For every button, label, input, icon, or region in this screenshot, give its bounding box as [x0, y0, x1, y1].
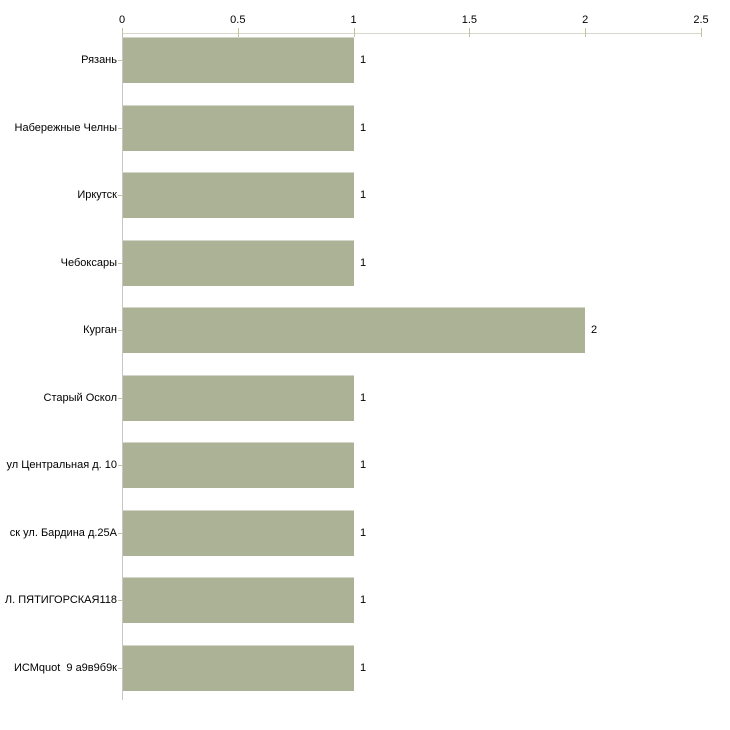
- bar: [123, 375, 354, 421]
- x-axis-tick-mark: [238, 28, 239, 37]
- bar: [123, 37, 354, 83]
- bar: [123, 307, 585, 353]
- y-axis-category-label: Л. ПЯТИГОРСКАЯ118: [4, 594, 117, 606]
- bar-value-label: 1: [360, 527, 367, 539]
- y-axis-tick-mark: [118, 60, 122, 61]
- bar-value-label: 1: [360, 459, 367, 471]
- y-axis-category-label: Набережные Челны: [14, 122, 117, 134]
- x-axis-tick-mark: [585, 28, 586, 37]
- y-axis-line: [122, 33, 123, 700]
- y-axis-tick-mark: [118, 600, 122, 601]
- x-axis-tick-mark: [701, 28, 702, 37]
- y-axis-tick-mark: [118, 128, 122, 129]
- bar: [123, 240, 354, 286]
- y-axis-category-label: Иркутск: [77, 189, 117, 201]
- bar-value-label: 1: [360, 122, 367, 134]
- y-axis-tick-mark: [118, 668, 122, 669]
- y-axis-tick-mark: [118, 195, 122, 196]
- y-axis-category-label: ИСМquot 9 а9в9б9к: [13, 662, 117, 674]
- bar-value-label: 1: [360, 662, 367, 674]
- bar-value-label: 1: [360, 54, 367, 66]
- bar: [123, 577, 354, 623]
- y-axis-tick-mark: [118, 398, 122, 399]
- y-axis-tick-mark: [118, 465, 122, 466]
- x-axis-tick-label: 0.5: [230, 14, 246, 26]
- y-axis-category-label: Чебоксары: [60, 257, 117, 269]
- x-axis-tick-mark: [354, 28, 355, 37]
- x-axis-tick-label: 2.5: [693, 14, 709, 26]
- bar: [123, 105, 354, 151]
- bar: [123, 645, 354, 691]
- bar-value-label: 2: [591, 324, 598, 336]
- x-axis-tick-mark: [469, 28, 470, 37]
- x-axis-tick-mark: [122, 28, 123, 37]
- x-axis-line: [122, 33, 702, 34]
- y-axis-category-label: ул Центральная д. 10: [6, 459, 117, 471]
- y-axis-tick-mark: [118, 263, 122, 264]
- y-axis-category-label: ск ул. Бардина д.25А: [9, 527, 117, 539]
- y-axis-category-label: Курган: [83, 324, 117, 336]
- x-axis-tick-label: 0: [118, 14, 126, 26]
- x-axis-tick-label: 1: [350, 14, 357, 26]
- bar: [123, 442, 354, 488]
- y-axis-tick-mark: [118, 330, 122, 331]
- bar-value-label: 1: [360, 594, 367, 606]
- bar: [123, 172, 354, 218]
- y-axis-category-label: Старый Оскол: [43, 392, 118, 404]
- y-axis-category-label: Рязань: [81, 54, 117, 66]
- bar-value-label: 1: [360, 257, 367, 269]
- bar: [123, 510, 354, 556]
- bar-value-label: 1: [360, 189, 367, 201]
- bar-value-label: 1: [360, 392, 367, 404]
- x-axis-tick-label: 2: [582, 14, 589, 26]
- y-axis-tick-mark: [118, 533, 122, 534]
- x-axis-tick-label: 1.5: [461, 14, 478, 26]
